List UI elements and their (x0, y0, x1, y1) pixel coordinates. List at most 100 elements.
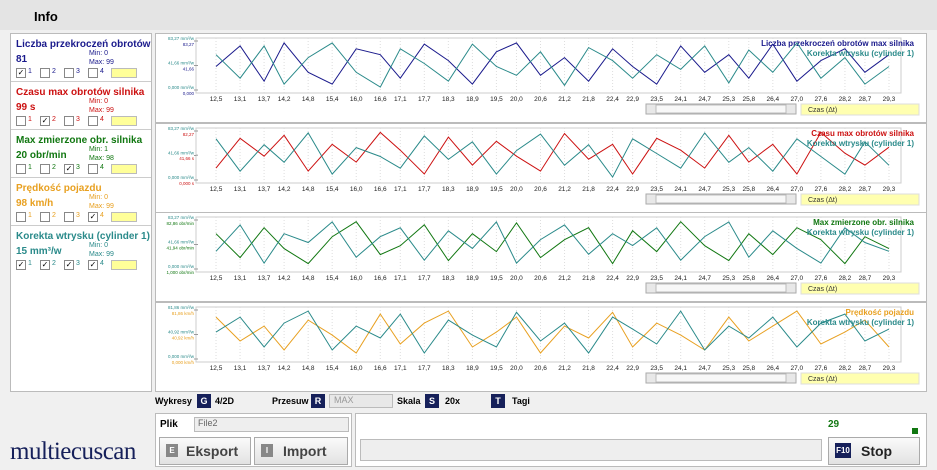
button-label: Import (283, 443, 327, 459)
x-tick-label: 15,4 (326, 365, 339, 372)
channel-dropdown[interactable] (111, 260, 137, 270)
channel-checkbox[interactable] (88, 68, 98, 78)
y-tick-label: 83,27 mm³/w (168, 36, 195, 41)
series-line (215, 41, 890, 85)
channel-checkbox[interactable]: ✓ (88, 212, 98, 222)
x-tick-label: 20,0 (510, 96, 523, 103)
channel-checkbox[interactable] (88, 116, 98, 126)
x-tick-label: 15,4 (326, 186, 339, 193)
x-tick-label: 16,6 (374, 96, 387, 103)
x-tick-label: 17,1 (394, 275, 407, 282)
dropdown[interactable]: MAX (329, 394, 393, 408)
series-line (215, 132, 890, 179)
xlabel-box (800, 372, 920, 385)
channel-dropdown[interactable] (111, 68, 137, 78)
channel-checkbox[interactable]: ✓ (64, 164, 74, 174)
x-tick-label: 19,5 (490, 365, 503, 372)
x-tick-label: 22,4 (606, 96, 619, 103)
x-tick-label: 29,3 (883, 275, 896, 282)
button-label: Eksport (186, 443, 239, 459)
channel-label: 2 (52, 260, 56, 267)
channel-checkbox[interactable] (40, 164, 50, 174)
channel-checkbox[interactable]: ✓ (16, 260, 26, 270)
channel-checkbox[interactable]: ✓ (40, 116, 50, 126)
parameter-value: 81 (16, 54, 28, 65)
x-tick-label: 22,9 (626, 96, 639, 103)
dropdown[interactable]: 20x (445, 396, 461, 406)
export-button[interactable]: E Eksport (159, 437, 251, 465)
xlabel-box (800, 282, 920, 295)
legend-entry: Prędkość pojazdu (846, 308, 915, 317)
x-tick-label: 13,7 (258, 275, 271, 282)
channel-dropdown[interactable] (111, 116, 137, 126)
chart: 12,5 13,1 13,7 14,2 14,8 15,4 16,0 16,6 17,1 17,7… (155, 33, 927, 123)
channel-checkbox[interactable]: ✓ (16, 68, 26, 78)
controls-row: Wykresy G 4/2D Przesuw R MAX Skala S 20x T Tagi (155, 393, 925, 411)
channel-checkbox[interactable] (64, 212, 74, 222)
series-line (215, 221, 890, 265)
y2-tick-label: 83,27 (183, 42, 195, 47)
x-tick-label: 18,9 (466, 365, 479, 372)
scroll-thumb (655, 194, 787, 204)
x-tick-label: 16,6 (374, 186, 387, 193)
parameter-max: Max: 98 (89, 155, 114, 162)
channel-checkbox[interactable] (64, 116, 74, 126)
parameter-max: Max: 99 (89, 203, 114, 210)
dropdown[interactable]: 4/2D (215, 396, 235, 406)
channel-checkbox[interactable] (88, 164, 98, 174)
channel-dropdown[interactable] (111, 164, 137, 174)
control-label: Wykresy (155, 396, 192, 406)
channel-dropdown[interactable] (111, 212, 137, 222)
scroll-thumb (655, 283, 787, 293)
x-axis-label: Czas (Δt) (808, 107, 837, 114)
channel-checkbox[interactable]: ✓ (64, 260, 74, 270)
button-key: I (261, 444, 273, 457)
channel-checkbox[interactable] (16, 212, 26, 222)
channel-label: 3 (76, 260, 80, 267)
channel-checkbox[interactable] (40, 212, 50, 222)
y-tick-label: 41,66 mm³/w (168, 60, 195, 65)
charts-area: 12,5 13,1 13,7 14,2 14,8 15,4 16,0 16,6 17,1 17,7… (155, 30, 930, 392)
x-tick-label: 18,3 (442, 275, 455, 282)
x-tick-label: 24,1 (674, 186, 687, 193)
x-tick-label: 27,0 (791, 96, 804, 103)
stop-button[interactable]: F10 Stop (828, 437, 920, 465)
status-led (912, 428, 918, 434)
channel-checkbox[interactable]: ✓ (40, 260, 50, 270)
channel-label: 4 (100, 164, 104, 171)
x-tick-label: 28,7 (859, 186, 872, 193)
channel-label: 4 (100, 260, 104, 267)
channel-checkbox[interactable] (16, 164, 26, 174)
channel-checkbox[interactable]: ✓ (88, 260, 98, 270)
channel-checkbox[interactable] (16, 116, 26, 126)
x-tick-label: 25,3 (722, 275, 735, 282)
chart: 12,5 13,1 13,7 14,2 14,8 15,4 16,0 16,6 17,1 17,7… (155, 302, 927, 392)
file-dropdown[interactable]: File2 (194, 417, 349, 432)
x-tick-label: 14,8 (302, 275, 315, 282)
x-tick-label: 17,1 (394, 186, 407, 193)
channel-label: 2 (52, 164, 56, 171)
x-tick-label: 24,7 (698, 96, 711, 103)
x-tick-label: 13,1 (234, 365, 247, 372)
channel-label: 1 (28, 260, 32, 267)
legend-entry: Korekta wtrysku (cylinder 1) (807, 318, 914, 327)
x-tick-label: 18,9 (466, 96, 479, 103)
channel-checkbox[interactable] (64, 68, 74, 78)
x-tick-label: 25,3 (722, 186, 735, 193)
xlabel-box (800, 103, 920, 116)
counter: 29 (828, 419, 840, 430)
legend-entry: Czasu max obrotów silnika (811, 129, 914, 138)
import-button[interactable]: I Import (254, 437, 348, 465)
legend-entry: Korekta wtrysku (cylinder 1) (807, 49, 914, 58)
parameter-name: Liczba przekroczeń obrotów max (16, 39, 151, 50)
chart: 12,5 13,1 13,7 14,2 14,8 15,4 16,0 16,6 17,1 17,7… (155, 212, 927, 302)
x-axis-label: Czas (Δt) (808, 376, 837, 383)
button-key: F10 (835, 443, 851, 458)
x-tick-label: 17,7 (418, 96, 431, 103)
x-tick-label: 19,5 (490, 96, 503, 103)
legend-entry: Korekta wtrysku (cylinder 1) (807, 139, 914, 148)
x-tick-label: 13,7 (258, 365, 271, 372)
x-tick-label: 15,4 (326, 275, 339, 282)
x-tick-label: 13,1 (234, 275, 247, 282)
channel-checkbox[interactable] (40, 68, 50, 78)
